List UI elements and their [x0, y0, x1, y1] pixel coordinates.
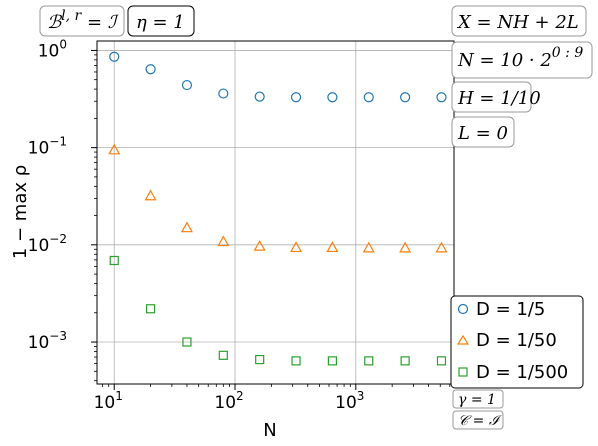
annotation-domain-box: X = NH + 2L	[451, 5, 587, 37]
boundary-symbol: ℬ	[47, 12, 63, 33]
c-text: 𝒞 = ℐ	[458, 413, 503, 429]
data-point-triangle	[108, 143, 121, 155]
data-point-circle	[181, 79, 193, 91]
axis-ticks: 101 102 103 100 10−1 10−2 10−3	[28, 37, 451, 413]
plot-area-frame	[96, 40, 455, 385]
data-point-square	[327, 356, 337, 366]
data-point-circle	[145, 64, 156, 75]
x-tick-label: 101	[94, 389, 123, 413]
legend-marker-circle	[457, 303, 469, 315]
data-point-triangle	[180, 221, 193, 233]
data-point-square	[109, 255, 119, 266]
data-point-triangle	[362, 241, 375, 253]
domain-text: X = NH + 2L	[456, 12, 579, 33]
svg-text:ℬl, r = ℐ: ℬl, r = ℐ	[47, 8, 120, 33]
data-point-circle	[218, 88, 229, 99]
legend-label-d5: D = 1/5	[476, 299, 545, 320]
data-point-triangle	[290, 241, 303, 253]
data-marks	[108, 51, 448, 366]
data-point-triangle	[217, 235, 230, 247]
annotation-c-box: 𝒞 = ℐ	[452, 410, 504, 430]
annotation-boundary-box: ℬl, r = ℐ	[39, 5, 125, 37]
x-axis-label: N	[263, 420, 276, 441]
data-point-square	[255, 354, 265, 365]
data-point-triangle	[435, 241, 448, 253]
grid-lines	[97, 41, 454, 384]
data-point-circle	[290, 92, 302, 103]
h-text: H = 1/10	[457, 88, 541, 109]
svg-text:N = 10 · 20 : 9: N = 10 · 20 : 9	[457, 45, 583, 71]
y-tick-label: 10−1	[28, 135, 67, 159]
gamma-text: γ = 1	[458, 392, 496, 408]
data-point-circle	[363, 92, 374, 103]
y-tick-label: 100	[38, 37, 67, 61]
annotation-l-box: L = 0	[451, 116, 515, 148]
data-point-square	[145, 304, 156, 314]
annotation-gamma-box: γ = 1	[452, 389, 504, 409]
x-tick-label: 102	[214, 389, 243, 413]
eta-text: η = 1	[136, 12, 185, 33]
legend-marker-triangle	[456, 334, 470, 345]
data-point-triangle	[399, 241, 412, 253]
y-tick-label: 10−2	[28, 232, 67, 256]
data-point-circle	[436, 92, 447, 103]
legend: D = 1/5 D = 1/50 D = 1/500	[450, 295, 584, 389]
data-point-square	[218, 350, 228, 360]
data-point-circle	[400, 92, 411, 103]
y-axis-label: 1 − max ρ	[10, 165, 31, 259]
legend-label-d50: D = 1/50	[476, 330, 557, 351]
x-tick-label: 103	[335, 389, 364, 413]
annotation-n-box: N = 10 · 20 : 9	[451, 41, 593, 79]
data-point-triangle	[144, 189, 157, 201]
data-point-square	[400, 356, 410, 366]
l-text: L = 0	[457, 123, 508, 144]
legend-marker-square	[458, 367, 468, 377]
legend-label-d500: D = 1/500	[476, 362, 568, 383]
y-tick-label: 10−3	[28, 329, 67, 353]
data-point-triangle	[326, 241, 339, 253]
data-point-triangle	[253, 239, 266, 251]
annotation-h-box: H = 1/10	[451, 81, 541, 113]
data-point-circle	[327, 92, 338, 103]
data-point-square	[364, 356, 374, 366]
data-point-circle	[254, 91, 265, 102]
data-point-circle	[109, 51, 120, 62]
data-point-square	[291, 356, 301, 366]
annotation-eta-box: η = 1	[127, 5, 195, 37]
data-point-square	[436, 356, 447, 366]
boundary-superscript: l, r	[61, 8, 82, 24]
data-point-square	[182, 337, 192, 347]
